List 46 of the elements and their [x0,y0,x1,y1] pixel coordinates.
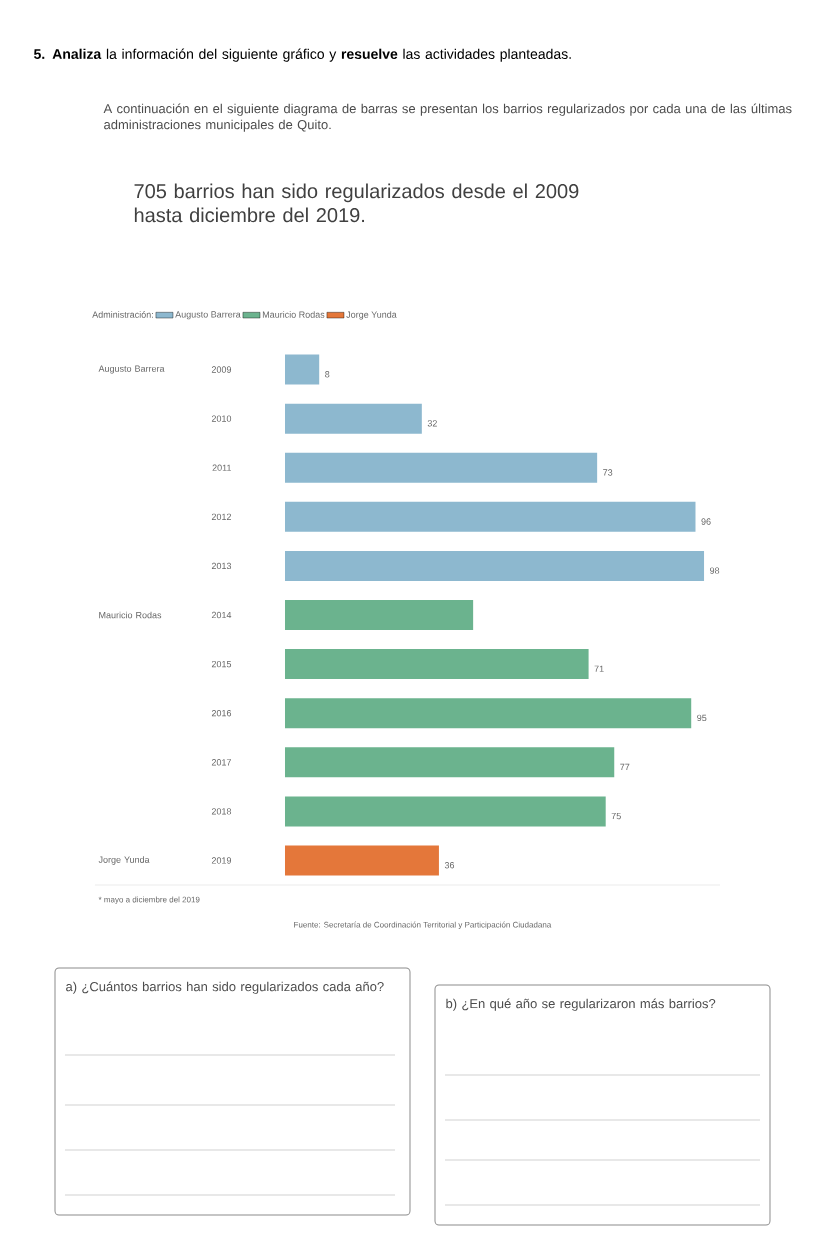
data-label: 36 [444,862,455,869]
text: Mauricio Rodas [99,611,162,619]
bar [285,403,422,434]
y-tick-label: 2011 [212,464,232,471]
bar [285,796,606,827]
data-label: 75 [611,812,621,820]
chart-subtitle: A continuación en el siguiente diagrama de barras se presentan los barrios regularizados por cada una de las últimas administraciones municipales de Quito. [103,103,792,132]
y-tick-label: 2010 [211,415,232,422]
data-label: 73 [603,469,613,476]
text: a) ¿Cuántos barrios han sido regularizados cada año? [66,981,384,994]
text: 5. Analiza la información del siguiente gráfico y resuelve las actividades planteadas. [33,48,571,62]
bar [285,501,696,532]
data-label: 95 [697,714,707,722]
text: Augusto Barrera [98,365,165,374]
bar [285,452,598,483]
y-tick-label: 2009 [211,366,232,373]
y-tick-label: 2019 [211,857,232,864]
data-label: 96 [701,518,711,525]
y-tick-label: 2013 [211,562,232,570]
bar [285,550,705,581]
y-tick-label: 2017 [211,759,231,766]
bar [285,747,615,778]
legend-title: Administración: [92,311,153,318]
bar [285,698,692,729]
y-tick-label: 2018 [211,808,232,815]
data-label: 77 [620,763,630,771]
data-label: 32 [427,420,437,427]
legend-label: Mauricio Rodas [262,311,325,318]
y-tick-label: 2015 [211,660,232,668]
data-label: 71 [594,665,604,672]
chart-title: 705 barrios han sido regularizados desde el 2009 hasta diciembre del 2019. [134,183,579,223]
y-tick-label: 2012 [211,513,231,521]
y-tick-label: 2014 [211,611,232,619]
bar [285,600,474,631]
text: * mayo a diciembre del 2019 [98,896,200,904]
bar [285,845,439,876]
data-label: 8 [325,371,330,378]
data-label: 98 [710,567,720,574]
bar [285,649,589,680]
legend-label: Jorge Yunda [346,311,397,320]
source-note: Fuente: Secretaría de Coordinación Territorial y Participación Ciudadana [294,921,552,930]
text: b) ¿En qué año se regularizaron más barrios? [446,998,716,1011]
text: Jorge Yunda [98,856,150,865]
legend-label: Augusto Barrera [175,311,241,320]
bar [285,354,320,385]
y-tick-label: 2016 [211,710,232,717]
